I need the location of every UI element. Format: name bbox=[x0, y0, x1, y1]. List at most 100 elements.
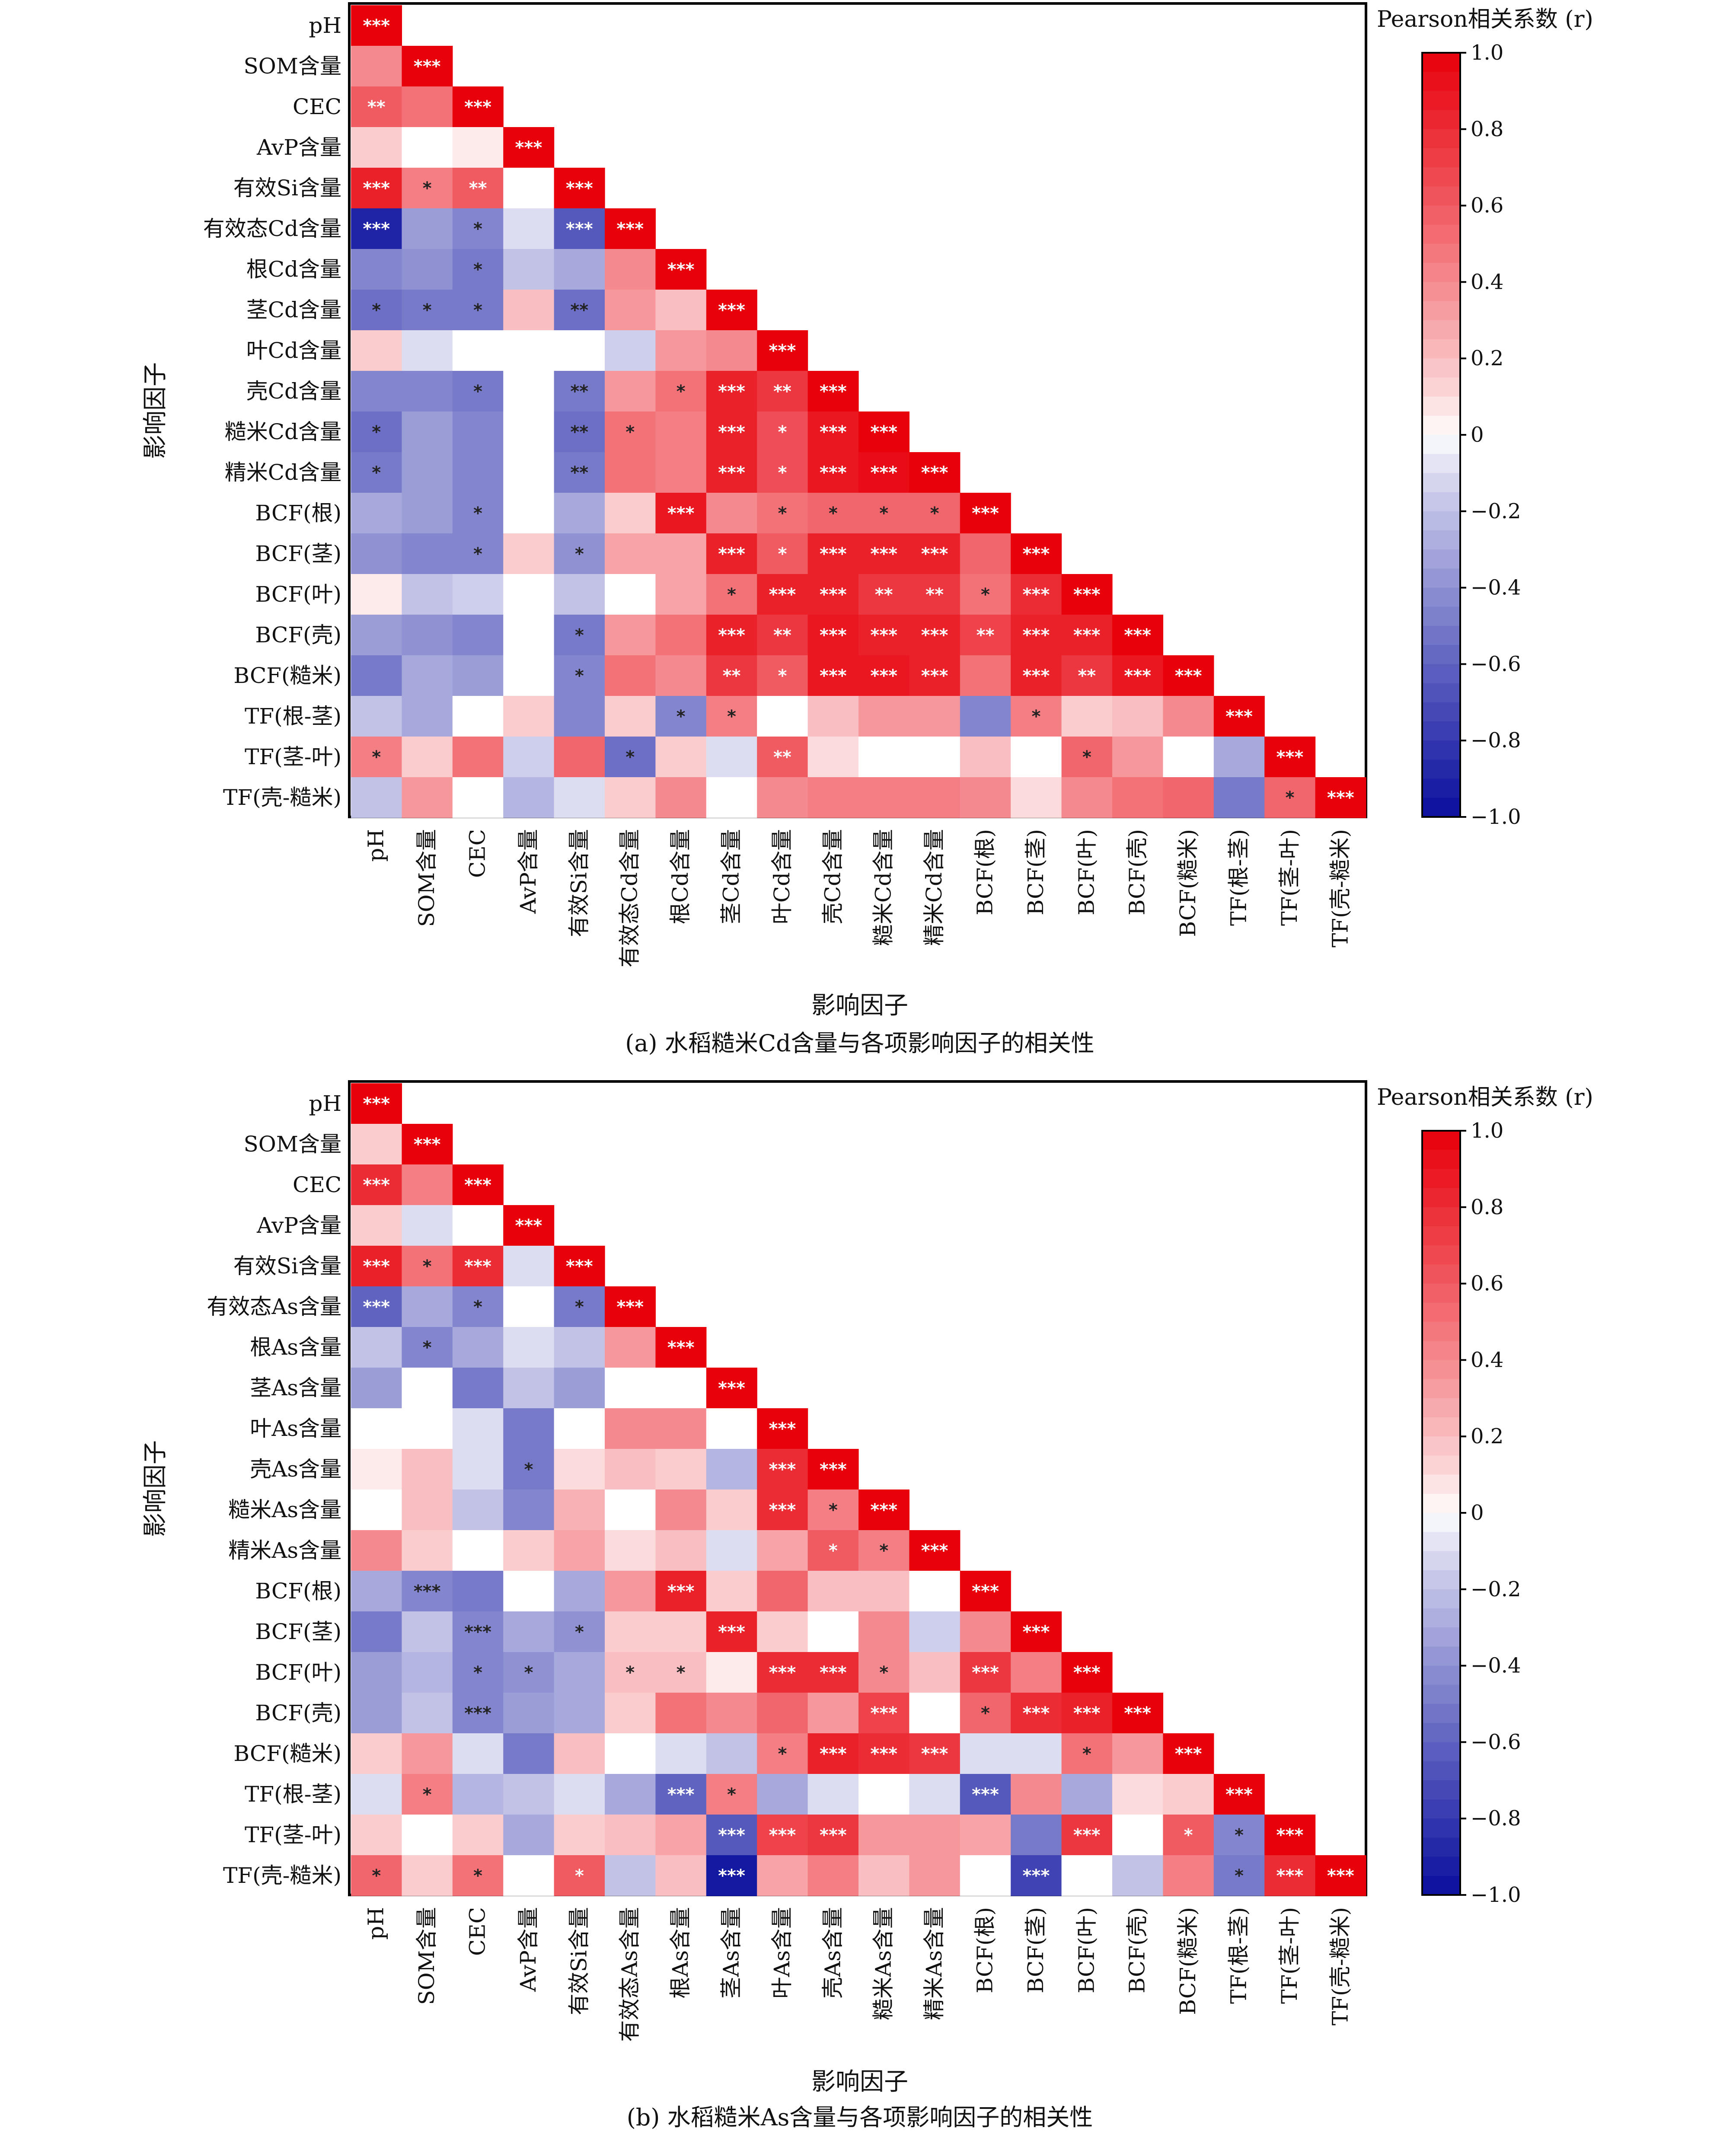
significance-mark: ** bbox=[723, 666, 741, 686]
heatmap-cell bbox=[1213, 737, 1265, 778]
colorbar-step bbox=[1423, 454, 1459, 473]
colorbar-step bbox=[1423, 1398, 1459, 1418]
heatmap-cell bbox=[1264, 737, 1316, 778]
heatmap-cell bbox=[402, 1815, 453, 1856]
heatmap-panel-b: ********* ********* * *** ****** * * **** ******… bbox=[141, 1080, 1593, 2131]
colorbar-step bbox=[1423, 702, 1459, 722]
significance-mark: *** bbox=[769, 1460, 796, 1480]
colorbar-step bbox=[1423, 263, 1459, 282]
heatmap-cell bbox=[858, 696, 909, 737]
heatmap-cell bbox=[960, 574, 1011, 615]
colorbar-tick-label: −1.0 bbox=[1471, 805, 1521, 829]
heatmap-cell bbox=[452, 1652, 504, 1693]
heatmap-cell bbox=[554, 615, 605, 656]
heatmap-cell bbox=[1011, 615, 1062, 656]
heatmap-cell bbox=[503, 1774, 555, 1815]
heatmap-cell bbox=[1112, 1855, 1163, 1896]
significance-mark: * bbox=[575, 1866, 584, 1886]
colorbar-step bbox=[1423, 721, 1459, 741]
row-label: CEC bbox=[293, 1172, 341, 1197]
heatmap-cell bbox=[402, 452, 453, 493]
colorbar-step bbox=[1423, 377, 1459, 397]
heatmap-cell bbox=[554, 1652, 605, 1693]
significance-mark: ** bbox=[570, 422, 588, 442]
heatmap-cell bbox=[351, 1449, 402, 1490]
colorbar-tick-label: −0.4 bbox=[1471, 1654, 1521, 1678]
heatmap-cell bbox=[1163, 1774, 1214, 1815]
heatmap-cell bbox=[452, 615, 504, 656]
heatmap-cell bbox=[402, 1164, 453, 1206]
heatmap-cell bbox=[655, 737, 707, 778]
heatmap-cell bbox=[1011, 1652, 1062, 1693]
colorbar-step bbox=[1423, 1379, 1459, 1399]
significance-mark: *** bbox=[1327, 788, 1354, 808]
heatmap-cell bbox=[554, 1490, 605, 1531]
significance-mark: *** bbox=[972, 1663, 999, 1683]
heatmap-cell bbox=[351, 1855, 402, 1896]
figure-caption: (a) 水稻糙米Cd含量与各项影响因子的相关性 bbox=[625, 1030, 1094, 1057]
colorbar-step bbox=[1423, 91, 1459, 111]
significance-mark: * bbox=[372, 1866, 381, 1886]
colorbar-step bbox=[1423, 1608, 1459, 1628]
heatmap-cell bbox=[402, 574, 453, 615]
column-label: 壳As含量 bbox=[820, 1907, 845, 1999]
heatmap-cell bbox=[706, 1368, 757, 1409]
colorbar-step bbox=[1423, 645, 1459, 664]
heatmap-cell bbox=[807, 615, 859, 656]
colorbar-step bbox=[1423, 797, 1459, 817]
heatmap-cell bbox=[1011, 1774, 1062, 1815]
row-label: 根As含量 bbox=[250, 1335, 341, 1360]
heatmap-cell bbox=[909, 1652, 961, 1693]
significance-mark: *** bbox=[1225, 1785, 1253, 1805]
significance-mark: *** bbox=[870, 1744, 897, 1764]
heatmap-cell bbox=[402, 1693, 453, 1734]
heatmap-cell bbox=[757, 1774, 808, 1815]
heatmap-cell bbox=[554, 1530, 605, 1571]
significance-mark: *** bbox=[769, 585, 796, 605]
heatmap-cell bbox=[960, 737, 1011, 778]
significance-mark: *** bbox=[972, 1582, 999, 1601]
heatmap-cell bbox=[1213, 1774, 1265, 1815]
heatmap-cell bbox=[452, 86, 504, 128]
heatmap-cell bbox=[402, 696, 453, 737]
significance-mark: *** bbox=[972, 504, 999, 523]
significance-mark: *** bbox=[820, 1663, 847, 1683]
colorbar-tick-label: −0.2 bbox=[1471, 499, 1521, 523]
heatmap-cell bbox=[452, 1408, 504, 1449]
significance-mark: *** bbox=[718, 382, 745, 402]
heatmap-cell bbox=[757, 330, 808, 371]
heatmap-cell bbox=[452, 168, 504, 209]
significance-mark: *** bbox=[718, 544, 745, 564]
significance-mark: *** bbox=[820, 1825, 847, 1845]
significance-mark: * bbox=[625, 1663, 635, 1683]
heatmap-cell bbox=[605, 533, 656, 574]
row-label: BCF(茎) bbox=[255, 1619, 341, 1644]
heatmap-cell bbox=[554, 493, 605, 534]
significance-mark: *** bbox=[1023, 625, 1050, 645]
heatmap-cell bbox=[655, 1408, 707, 1449]
heatmap-cell bbox=[351, 1083, 402, 1124]
heatmap-cell bbox=[1315, 1855, 1366, 1896]
heatmap-cell bbox=[1112, 1733, 1163, 1774]
colorbar-step bbox=[1423, 282, 1459, 302]
heatmap-cell bbox=[1011, 655, 1062, 696]
row-label: pH bbox=[309, 1091, 341, 1116]
significance-mark: * bbox=[625, 747, 635, 767]
heatmap-cell bbox=[1011, 696, 1062, 737]
heatmap-cell bbox=[1163, 1815, 1214, 1856]
heatmap-cell bbox=[1315, 777, 1366, 818]
row-label: BCF(叶) bbox=[255, 582, 341, 607]
heatmap-cell bbox=[402, 493, 453, 534]
heatmap-cell bbox=[605, 330, 656, 371]
column-label: 茎As含量 bbox=[719, 1907, 744, 1999]
row-label: 茎As含量 bbox=[250, 1375, 341, 1400]
heatmap-cell bbox=[706, 696, 757, 737]
significance-mark: *** bbox=[616, 1297, 644, 1317]
significance-mark: *** bbox=[363, 219, 390, 239]
colorbar-tick-label: 0.4 bbox=[1471, 1348, 1503, 1372]
significance-mark: *** bbox=[667, 504, 695, 523]
colorbar-step bbox=[1423, 492, 1459, 512]
significance-mark: * bbox=[879, 1663, 888, 1683]
heatmap-cell bbox=[1213, 777, 1265, 818]
heatmap-cell bbox=[1061, 655, 1113, 696]
